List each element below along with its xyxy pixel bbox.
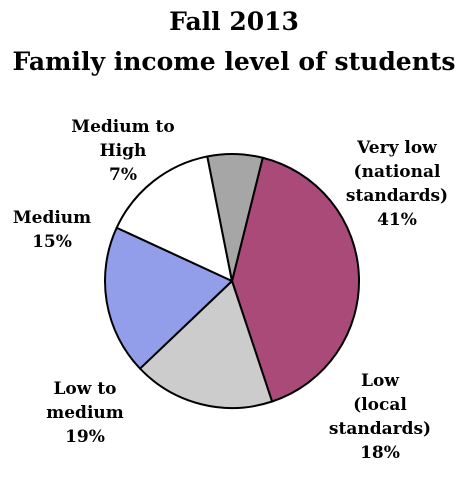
slice-label-1-line-0: Low [361, 371, 399, 391]
slice-value-label-4: 7% [109, 165, 137, 185]
slice-label-0-line-0: Very low [356, 138, 437, 158]
pie-slice-0 [231, 156, 361, 403]
slice-label-0-line-1: (national [354, 162, 441, 182]
pie-slice-4 [206, 153, 264, 282]
slice-label-1-line-1: (local [353, 395, 407, 415]
slice-label-1-line-2: standards) [329, 419, 431, 439]
pie-slice-3 [115, 155, 233, 282]
slice-labels: Very low (national standards) 41% Low (local s… [13, 117, 448, 463]
slice-label-0-line-2: standards) [346, 186, 448, 206]
slice-value-label-1: 18% [360, 443, 400, 463]
chart-title-line-1: Fall 2013 [169, 7, 299, 36]
slice-value-label-2: 19% [65, 427, 105, 447]
slice-label-4-line-1: High [100, 141, 147, 161]
slice-value-label-0: 41% [377, 210, 417, 230]
pie-slice-1 [139, 280, 274, 409]
slice-label-2-line-0: Low to [53, 379, 116, 399]
chart-title-line-2: Family income level of students [12, 47, 455, 76]
pie-slices [104, 153, 361, 409]
slice-value-label-3: 15% [32, 232, 72, 252]
slice-label-3-line-0: Medium [13, 208, 91, 228]
slice-label-2-line-1: medium [46, 403, 124, 423]
slice-label-4-line-0: Medium to [71, 117, 174, 137]
pie-slice-2 [104, 226, 233, 370]
